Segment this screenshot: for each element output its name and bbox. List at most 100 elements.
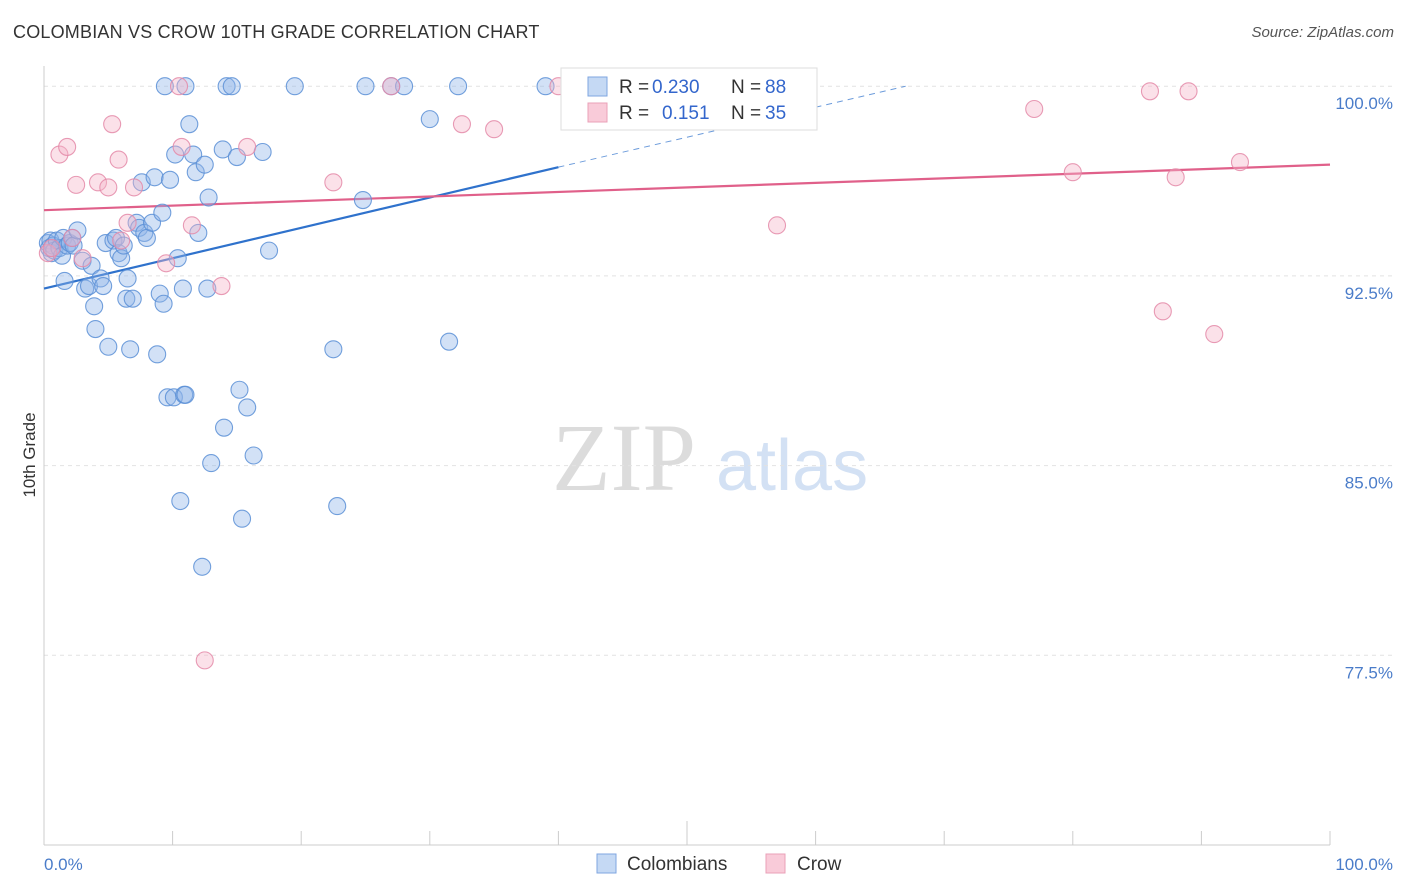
point-colombians-82 (420, 110, 439, 129)
point-colombians-69 (230, 380, 249, 399)
point-colombians-67 (222, 77, 241, 96)
point-crow-12 (124, 178, 144, 197)
point-colombians-76 (324, 340, 343, 359)
point-crow-16 (182, 216, 201, 235)
series-legend: Colombians Crow (596, 853, 842, 875)
point-colombians-54 (176, 385, 195, 404)
x-tick-label-min: 0.0% (44, 855, 83, 874)
point-colombians-62 (199, 188, 218, 207)
point-colombians-43 (150, 284, 169, 303)
point-colombians-39 (137, 228, 156, 248)
point-crow-18 (212, 276, 231, 296)
point-colombians-20 (85, 297, 104, 316)
point-colombians-30 (114, 236, 133, 255)
point-colombians-55 (180, 115, 199, 134)
point-crow-14 (169, 77, 189, 96)
point-crow-19 (238, 137, 257, 156)
point-colombians-79 (356, 77, 375, 96)
point-crow-22 (452, 115, 472, 134)
point-colombians-66 (217, 77, 236, 96)
point-crow-13 (157, 254, 176, 273)
point-crow-10 (109, 150, 128, 169)
point-colombians-51 (171, 491, 190, 511)
point-colombians-47 (160, 170, 180, 189)
legend-n-label-1: N = (731, 77, 761, 98)
stats-legend: R = 0.230 N = 88 R = 0.151 N = 35 (560, 67, 818, 131)
point-colombians-86 (155, 77, 174, 96)
point-crow-2 (50, 145, 69, 164)
point-crow-33 (1230, 153, 1250, 172)
point-colombians-70 (232, 509, 252, 528)
point-colombians-48 (164, 388, 183, 407)
y-axis-label: 10th Grade (20, 412, 39, 497)
legend-swatch-colombians (587, 76, 608, 97)
point-colombians-42 (148, 345, 167, 364)
point-colombians-21 (86, 319, 105, 339)
legend-r-label-2: R = (619, 103, 649, 124)
point-crow-1 (42, 239, 61, 258)
y-tick-label-1: 92.5% (1345, 284, 1393, 303)
legend-swatch-crow (587, 102, 608, 123)
point-colombians-50 (168, 249, 187, 268)
point-crow-17 (195, 651, 214, 670)
point-colombians-87 (176, 77, 195, 96)
point-colombians-31 (117, 289, 136, 308)
point-colombians-14 (64, 236, 83, 255)
trend-line-0 (43, 166, 559, 290)
point-colombians-61 (198, 279, 217, 298)
point-crow-5 (67, 175, 86, 194)
chart-title: COLOMBIAN VS CROW 10TH GRADE CORRELATION… (13, 22, 540, 42)
point-colombians-33 (121, 340, 140, 359)
point-crow-15 (172, 137, 191, 156)
point-crow-27 (1063, 163, 1082, 182)
point-colombians-34 (123, 289, 142, 308)
point-crow-3 (58, 137, 77, 156)
point-crow-26 (1025, 99, 1044, 119)
point-colombians-60 (195, 155, 214, 174)
bottom-legend-label-colombians: Colombians (627, 854, 727, 875)
point-colombians-32 (118, 269, 137, 288)
point-crow-9 (103, 115, 122, 134)
axes (43, 66, 1331, 846)
series-crow (38, 77, 1250, 670)
trend-line-1 (43, 163, 1331, 212)
point-colombians-85 (536, 77, 555, 96)
point-colombians-83 (440, 332, 459, 351)
point-colombians-77 (328, 497, 347, 516)
point-crow-4 (63, 228, 82, 248)
point-colombians-84 (449, 77, 468, 96)
point-crow-28 (1140, 82, 1160, 101)
legend-r-label-1: R = (619, 77, 649, 98)
point-crow-11 (118, 213, 137, 232)
point-colombians-58 (189, 223, 208, 242)
point-crow-7 (88, 173, 108, 192)
legend-n-label-2: N = (731, 103, 761, 124)
point-colombians-65 (214, 418, 234, 437)
point-colombians-25 (99, 337, 118, 356)
point-colombians-63 (202, 454, 221, 473)
point-colombians-81 (395, 77, 414, 96)
point-crow-25 (767, 216, 787, 235)
x-tick-label-max: 100.0% (1335, 855, 1393, 874)
point-crow-29 (1153, 302, 1172, 321)
legend-r-value-1: 0.230 (652, 77, 700, 98)
point-crow-31 (1179, 82, 1198, 101)
source-label: Source: ZipAtlas.com (1251, 24, 1394, 41)
point-crow-32 (1205, 325, 1224, 344)
point-colombians-75 (285, 77, 304, 96)
y-tick-label-3: 77.5% (1345, 663, 1393, 682)
point-colombians-72 (244, 446, 263, 465)
point-crow-21 (382, 77, 401, 96)
data-points (38, 77, 1250, 670)
y-tick-label-2: 85.0% (1345, 474, 1393, 493)
point-colombians-23 (94, 276, 113, 296)
point-colombians-52 (173, 279, 192, 298)
bottom-legend-swatch-crow (765, 853, 786, 874)
point-colombians-38 (135, 223, 154, 242)
point-colombians-74 (259, 241, 279, 260)
point-crow-34 (112, 231, 131, 250)
point-colombians-78 (353, 190, 372, 210)
point-crow-30 (1166, 168, 1185, 187)
point-colombians-49 (166, 145, 185, 164)
